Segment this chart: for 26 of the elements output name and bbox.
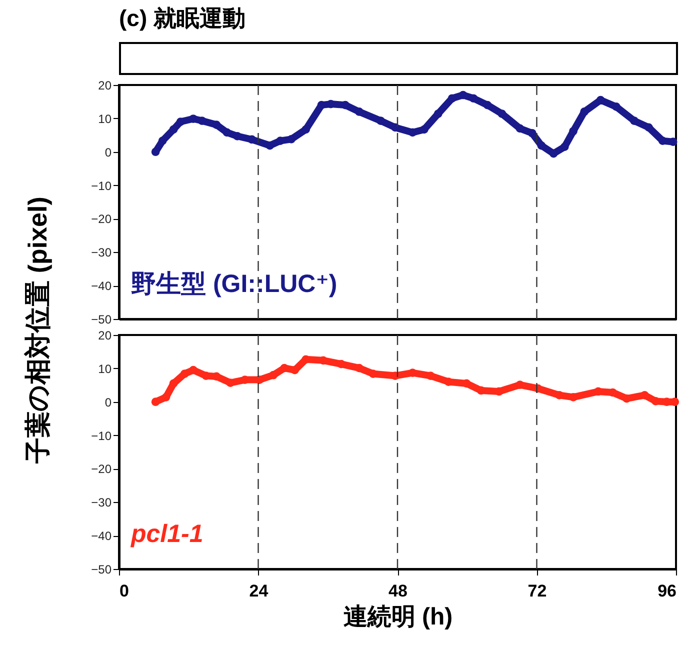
chart-title: (c) 就眠運動 [119,5,246,31]
y-tick-label: 10 [98,362,112,376]
y-axis-title: 子葉の相対位置 (pixel) [22,196,54,464]
x-axis-title: 連続明 (h) [343,604,453,630]
y-tick-label: −10 [91,178,112,193]
x-tick-label: 96 [658,582,676,600]
y-tick-label: −10 [91,428,112,443]
y-tick-label: −40 [91,279,112,294]
y-tick-label: 0 [104,395,112,410]
y-tick-label: −50 [91,312,112,326]
text: pcl1-1 [130,520,204,548]
y-tick-label: −30 [91,496,112,510]
y-tick-label: 20 [98,78,112,92]
y-tick-label: −20 [91,462,112,476]
x-tick-label: 24 [249,582,269,600]
x-tick-label: 48 [388,582,408,600]
text: 野生型 (GI::LUC⁺) [131,270,338,298]
y-tick-label: 20 [98,328,112,342]
y-tick-label: 0 [104,145,112,160]
y-tick-label: −40 [91,529,112,544]
x-tick-label: 72 [528,582,547,600]
y-tick-label: −30 [91,246,112,260]
y-tick-label: −20 [91,212,112,226]
x-tick-label: 0 [120,582,129,600]
y-tick-label: −50 [91,562,112,576]
y-tick-label: 10 [98,112,112,126]
